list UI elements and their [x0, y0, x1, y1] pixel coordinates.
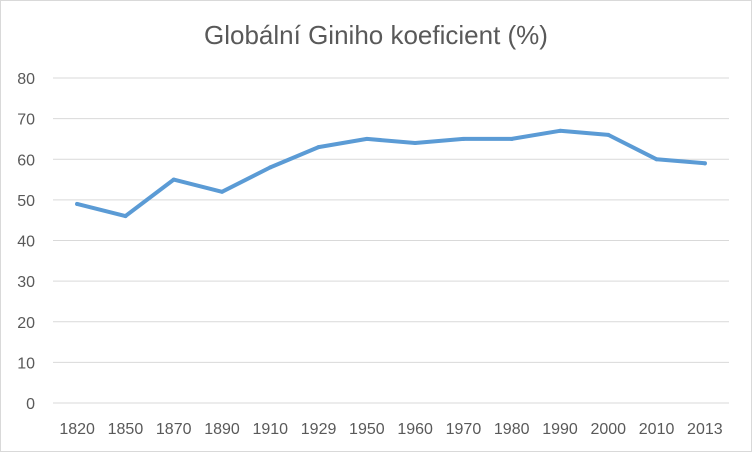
data-point [268, 165, 273, 170]
x-tick-label: 1970 [446, 421, 482, 438]
x-tick-label: 1980 [494, 421, 530, 438]
x-tick-label: 2013 [687, 421, 723, 438]
x-tick-label: 1910 [252, 421, 288, 438]
x-tick-label: 1990 [542, 421, 578, 438]
data-point [364, 136, 369, 141]
y-tick-label: 10 [17, 355, 35, 372]
data-point [123, 214, 128, 219]
data-point [461, 136, 466, 141]
x-tick-label: 1929 [301, 421, 337, 438]
x-tick-label: 2010 [639, 421, 675, 438]
y-tick-label: 80 [17, 71, 35, 88]
x-tick-label: 1890 [204, 421, 240, 438]
data-point [606, 132, 611, 137]
data-point [509, 136, 514, 141]
data-point [316, 145, 321, 150]
data-point [171, 177, 176, 182]
data-point [413, 141, 418, 145]
series-line [75, 128, 707, 219]
data-point [702, 161, 707, 166]
x-tick-label: 1950 [349, 421, 385, 438]
data-point [220, 189, 224, 194]
data-point [654, 157, 659, 162]
x-tick-label: 1850 [108, 421, 144, 438]
x-tick-label: 1870 [156, 421, 192, 438]
y-tick-label: 60 [17, 152, 35, 169]
y-tick-label: 70 [17, 112, 35, 129]
data-point [75, 201, 80, 206]
y-tick-label: 30 [17, 274, 35, 291]
x-tick-label: 1960 [397, 421, 433, 438]
x-tick-label: 2000 [590, 421, 626, 438]
y-tick-label: 50 [17, 193, 35, 210]
y-tick-label: 0 [26, 396, 35, 413]
data-point [558, 128, 562, 133]
x-tick-label: 1820 [59, 421, 95, 438]
chart-title: Globální Giniho koeficient (%) [204, 20, 548, 50]
y-tick-label: 20 [17, 315, 35, 332]
y-tick-label: 40 [17, 234, 35, 251]
